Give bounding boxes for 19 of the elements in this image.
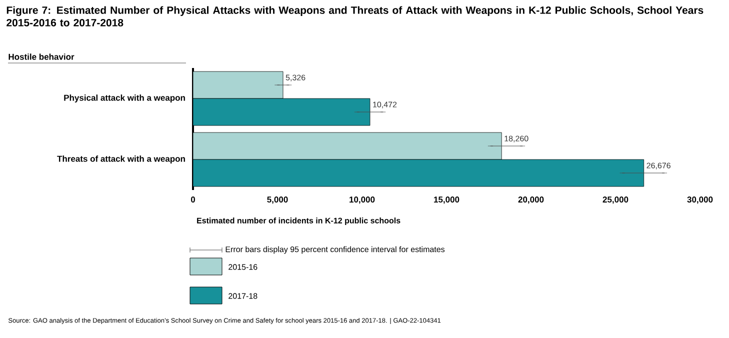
x-tick-label: 25,000 xyxy=(602,196,628,204)
chart-title: Figure 7: Estimated Number of Physical Attacks with Weapons and Threats of Attack with Weapons in K-12 Public Schools, School Years 2015-2016 to 2017-2018 xyxy=(6,6,704,26)
x-tick-label: 10,000 xyxy=(350,196,375,204)
data-label: 5,326 xyxy=(286,74,306,82)
x-tick-label: 20,000 xyxy=(518,196,544,204)
data-label: 10,472 xyxy=(373,102,397,108)
x-axis-title: Estimated number of incidents in K-12 public schools xyxy=(197,218,400,225)
y-tick-label: Physical attack with a weapon xyxy=(64,94,185,102)
x-tick-label: 5,000 xyxy=(267,196,288,204)
data-label: 26,676 xyxy=(646,162,670,170)
x-tick-label: 30,000 xyxy=(687,196,713,204)
text: Error bars display 95 percent confidence interval for estimates xyxy=(226,246,445,254)
data-label: 18,260 xyxy=(504,136,528,142)
x-tick-label: 15,000 xyxy=(434,196,460,204)
legend-label: 2017-18 xyxy=(228,293,258,299)
legend-label: 2015-16 xyxy=(228,264,258,270)
y-axis-title: Hostile behavior xyxy=(8,54,74,60)
y-tick-label: Threats of attack with a weapon xyxy=(57,156,185,164)
x-tick-label: 0 xyxy=(190,196,196,203)
